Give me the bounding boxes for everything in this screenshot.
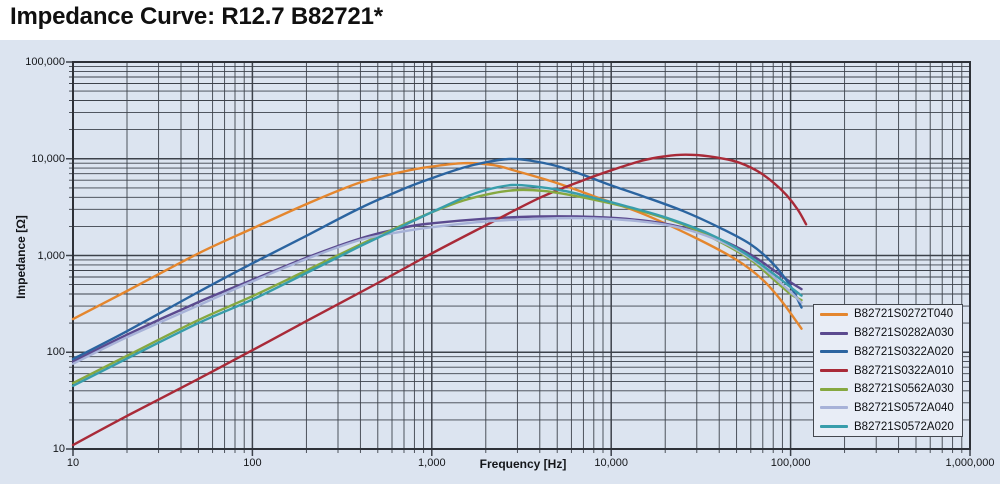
x-tick-label: 100 [243,457,262,469]
y-tick-label: 10,000 [31,152,65,165]
x-axis-title: Frequency [Hz] [479,457,567,471]
x-tick-label: 100,000 [770,457,811,469]
series-line-B82721S0572A040 [71,216,803,365]
series-line-B82721S0562A030 [71,188,803,385]
legend: B82721S0272T040 B82721S0282A030 B82721S032… [813,304,963,437]
x-tick-label: 1,000 [418,457,446,469]
legend-label: B82721S0572A040 [854,401,954,414]
legend-swatch [820,387,848,391]
legend-label: B82721S0272T040 [854,308,954,321]
header: Impedance Curve: R12.7 B82721* [0,0,1000,42]
legend-swatch [820,331,848,335]
legend-item: B82721S0322A010 [814,361,962,380]
y-tick-label: 100,000 [25,56,65,68]
legend-label: B82721S0562A030 [854,383,954,396]
x-tick-label: 10,000 [594,457,629,469]
page-title: Impedance Curve: R12.7 B82721* [10,3,383,30]
legend-label: B82721S0322A020 [854,345,954,358]
series-line-B82721S0282A030 [71,215,803,363]
legend-swatch [820,425,848,429]
legend-swatch [820,369,848,373]
series-line-B82721S0322A020 [71,157,803,361]
y-tick-label: 10 [52,443,65,455]
x-tick-label: 10 [66,457,80,469]
legend-item: B82721S0322A020 [814,342,962,361]
legend-item: B82721S0282A030 [814,324,962,343]
legend-label: B82721S0572A020 [854,420,954,433]
legend-swatch [820,406,848,410]
legend-item: B82721S0572A040 [814,399,962,418]
y-tick-label: 100 [46,346,65,359]
series-line-B82721S0322A010 [71,153,808,447]
legend-swatch [820,312,848,316]
series-line-B82721S0272T040 [71,161,803,330]
legend-swatch [820,350,848,354]
legend-item: B82721S0572A020 [814,417,962,436]
legend-label: B82721S0322A010 [854,364,954,377]
legend-label: B82721S0282A030 [854,327,954,340]
legend-item: B82721S0272T040 [814,305,962,324]
y-axis-title: Impedance [Ω] [14,215,28,299]
x-tick-label: 1,000,000 [945,457,995,469]
chart-area: Impedance [Ω] Frequency [Hz] B82721S0272… [0,40,1000,484]
legend-item: B82721S0562A030 [814,380,962,399]
series-line-B82721S0572A020 [71,183,803,387]
y-tick-label: 1,000 [37,249,65,262]
